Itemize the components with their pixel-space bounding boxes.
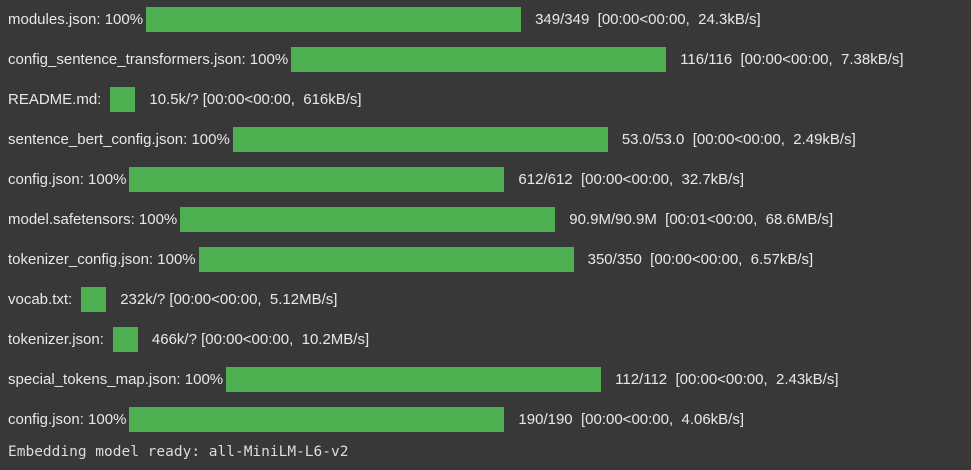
progress-bar-track — [112, 326, 138, 352]
progress-stats: 350/350 [00:00<00:00, 6.57kB/s] — [587, 250, 814, 268]
progress-bar-track — [226, 366, 602, 392]
progress-row-tokenizer-json: tokenizer.json: 466k/? [00:00<00:00, 10.… — [8, 319, 971, 359]
progress-row-tokenizer-config: tokenizer_config.json: 100% 350/350 [00:… — [8, 239, 971, 279]
progress-bar-track — [110, 86, 136, 112]
progress-stats: 232k/? [00:00<00:00, 5.12MB/s] — [120, 290, 338, 308]
progress-stats: 466k/? [00:00<00:00, 10.2MB/s] — [151, 330, 370, 348]
progress-stats: 612/612 [00:00<00:00, 32.7kB/s] — [518, 170, 745, 188]
progress-label: README.md: — [8, 90, 102, 108]
progress-label: special_tokens_map.json: 100% — [8, 370, 224, 388]
progress-bar-fill — [146, 6, 522, 32]
progress-label: config.json: 100% — [8, 170, 127, 188]
progress-bar-fill — [226, 366, 602, 392]
progress-bar-track — [129, 166, 505, 192]
progress-stats: 116/116 [00:00<00:00, 7.38kB/s] — [680, 50, 904, 68]
progress-bar-track — [291, 46, 667, 72]
progress-bar-fill — [81, 286, 107, 312]
progress-row-config-json-2: config.json: 100% 190/190 [00:00<00:00, … — [8, 399, 971, 439]
progress-label: modules.json: 100% — [8, 10, 144, 28]
progress-bar-fill — [112, 326, 138, 352]
progress-bar-track — [232, 126, 608, 152]
progress-bar-fill — [291, 46, 667, 72]
progress-row-config-json: config.json: 100% 612/612 [00:00<00:00, … — [8, 159, 971, 199]
embedding-ready-message: Embedding model ready: all-MiniLM-L6-v2 — [8, 444, 349, 460]
progress-label: tokenizer_config.json: 100% — [8, 250, 196, 268]
progress-stats: 10.5k/? [00:00<00:00, 616kB/s] — [149, 90, 362, 108]
progress-bar-fill — [180, 206, 556, 232]
progress-bar-track — [180, 206, 556, 232]
progress-stats: 349/349 [00:00<00:00, 24.3kB/s] — [535, 10, 761, 28]
progress-bar-fill — [198, 246, 574, 272]
progress-label: config_sentence_transformers.json: 100% — [8, 50, 289, 68]
progress-bar-track — [146, 6, 522, 32]
progress-bar-track — [198, 246, 574, 272]
progress-label: config.json: 100% — [8, 410, 127, 428]
progress-row-special-tokens-map: special_tokens_map.json: 100% 112/112 [0… — [8, 359, 971, 399]
progress-bar-track — [81, 286, 107, 312]
progress-stats: 190/190 [00:00<00:00, 4.06kB/s] — [518, 410, 745, 428]
progress-row-readme: README.md: 10.5k/? [00:00<00:00, 616kB/s… — [8, 79, 971, 119]
progress-bar-fill — [110, 86, 136, 112]
progress-bar-fill — [129, 166, 505, 192]
progress-row-config-sentence-transformers: config_sentence_transformers.json: 100% … — [8, 39, 971, 79]
progress-bar-track — [129, 406, 505, 432]
progress-row-modules-json: modules.json: 100% 349/349 [00:00<00:00,… — [8, 0, 971, 39]
progress-label: model.safetensors: 100% — [8, 210, 178, 228]
progress-stats: 53.0/53.0 [00:00<00:00, 2.49kB/s] — [621, 130, 856, 148]
progress-bar-fill — [129, 406, 505, 432]
progress-label: sentence_bert_config.json: 100% — [8, 130, 230, 148]
progress-label: tokenizer.json: — [8, 330, 104, 348]
progress-bar-fill — [232, 126, 608, 152]
notebook-cell-output: modules.json: 100% 349/349 [00:00<00:00,… — [8, 0, 971, 470]
progress-label: vocab.txt: — [8, 290, 73, 308]
progress-row-model-safetensors: model.safetensors: 100% 90.9M/90.9M [00:… — [8, 199, 971, 239]
progress-stats: 90.9M/90.9M [00:01<00:00, 68.6MB/s] — [569, 210, 834, 228]
progress-stats: 112/112 [00:00<00:00, 2.43kB/s] — [615, 370, 839, 388]
progress-row-sentence-bert-config: sentence_bert_config.json: 100% 53.0/53.… — [8, 119, 971, 159]
progress-row-vocab-txt: vocab.txt: 232k/? [00:00<00:00, 5.12MB/s… — [8, 279, 971, 319]
